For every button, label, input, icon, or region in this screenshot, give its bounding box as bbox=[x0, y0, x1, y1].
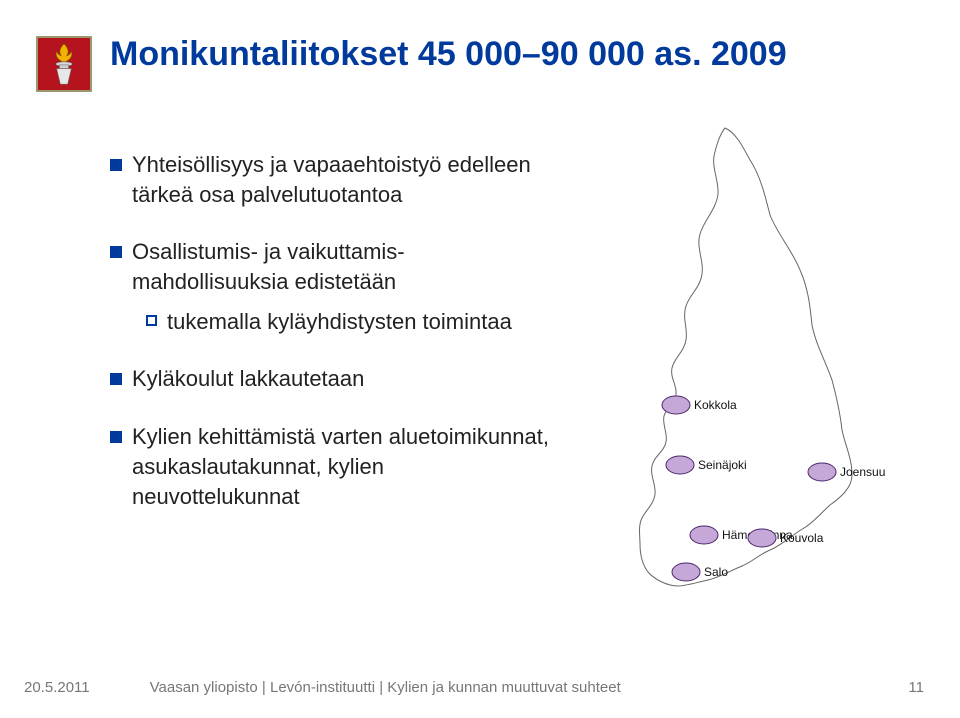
city-region bbox=[690, 526, 718, 544]
bullet-item: Osallistumis- ja vaikuttamis-mahdollisuu… bbox=[110, 237, 550, 296]
bullet-outline-square-icon bbox=[146, 315, 157, 326]
city-region bbox=[808, 463, 836, 481]
slide: Monikuntaliitokset 45 000–90 000 as. 200… bbox=[0, 0, 960, 718]
city-region bbox=[748, 529, 776, 547]
bullet-item: Yhteisöllisyys ja vapaaehtoistyö edellee… bbox=[110, 150, 550, 209]
bullet-square-icon bbox=[110, 373, 122, 385]
city-label: Seinäjoki bbox=[698, 458, 747, 472]
bullet-text: Kyläkoulut lakkautetaan bbox=[132, 364, 364, 394]
bullet-text: tukemalla kyläyhdistysten toimintaa bbox=[167, 307, 512, 337]
finland-outline bbox=[640, 128, 853, 586]
city-region bbox=[672, 563, 700, 581]
finland-map: KokkolaJoensuuSeinäjokiHämeenlinnaKouvol… bbox=[560, 120, 890, 620]
bullet-square-icon bbox=[110, 246, 122, 258]
torch-icon bbox=[45, 42, 83, 86]
city-region bbox=[666, 456, 694, 474]
footer-date: 20.5.2011 bbox=[24, 679, 90, 696]
city-label: Joensuu bbox=[840, 465, 885, 479]
footer-source: Vaasan yliopisto | Levón-instituutti | K… bbox=[150, 679, 621, 696]
bullet-text: Osallistumis- ja vaikuttamis-mahdollisuu… bbox=[132, 237, 550, 296]
organization-logo bbox=[36, 36, 92, 92]
city-region bbox=[662, 396, 690, 414]
bullet-item: Kylien kehittämistä varten aluetoimikunn… bbox=[110, 422, 550, 511]
bullet-square-icon bbox=[110, 159, 122, 171]
bullet-text: Kylien kehittämistä varten aluetoimikunn… bbox=[132, 422, 550, 511]
page-number: 11 bbox=[908, 679, 924, 696]
page-title: Monikuntaliitokset 45 000–90 000 as. 200… bbox=[110, 34, 787, 75]
bullet-sub-item: tukemalla kyläyhdistysten toimintaa bbox=[146, 307, 550, 337]
city-label: Kokkola bbox=[694, 398, 737, 412]
footer: 20.5.2011 Vaasan yliopisto | Levón-insti… bbox=[0, 679, 960, 696]
bullet-list: Yhteisöllisyys ja vapaaehtoistyö edellee… bbox=[110, 150, 550, 539]
bullet-text: Yhteisöllisyys ja vapaaehtoistyö edellee… bbox=[132, 150, 550, 209]
bullet-item: Kyläkoulut lakkautetaan bbox=[110, 364, 550, 394]
city-label: Kouvola bbox=[780, 531, 824, 545]
city-label: Salo bbox=[704, 565, 728, 579]
bullet-square-icon bbox=[110, 431, 122, 443]
